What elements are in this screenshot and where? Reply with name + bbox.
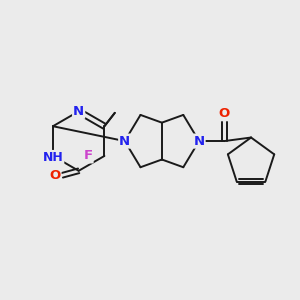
Text: F: F [83,149,93,162]
Text: O: O [219,107,230,120]
Text: N: N [194,135,205,148]
Text: N: N [119,135,130,148]
Text: NH: NH [43,151,63,164]
Text: O: O [49,169,61,182]
Text: N: N [73,105,84,118]
